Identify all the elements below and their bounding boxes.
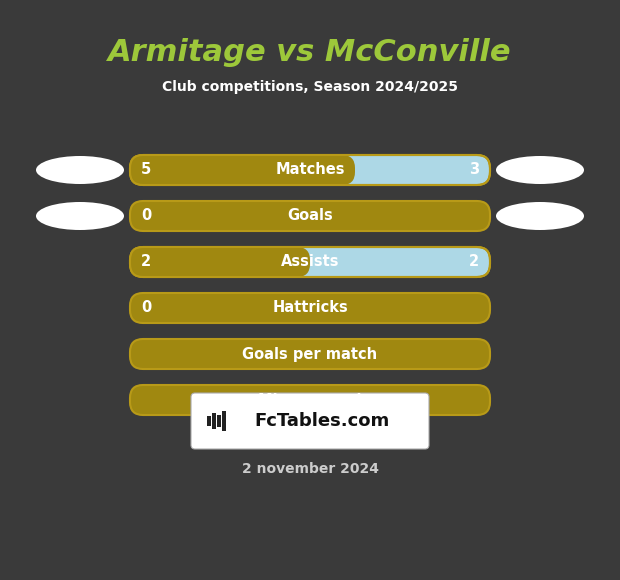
Bar [207, 416, 211, 426]
FancyBboxPatch shape [130, 155, 355, 185]
FancyBboxPatch shape [130, 155, 490, 185]
Text: Club competitions, Season 2024/2025: Club competitions, Season 2024/2025 [162, 80, 458, 94]
Ellipse shape [36, 156, 124, 184]
Text: 3: 3 [469, 162, 479, 177]
Ellipse shape [496, 202, 584, 230]
Text: 0: 0 [141, 300, 151, 316]
FancyBboxPatch shape [130, 385, 490, 415]
Text: Armitage vs McConville: Armitage vs McConville [108, 38, 511, 67]
Ellipse shape [496, 156, 584, 184]
Text: Hattricks: Hattricks [272, 300, 348, 316]
Text: 0: 0 [141, 208, 151, 223]
FancyBboxPatch shape [130, 293, 490, 323]
Bar [212, 413, 216, 429]
Text: 2: 2 [141, 255, 151, 270]
Text: Goals: Goals [287, 208, 333, 223]
FancyBboxPatch shape [191, 393, 429, 449]
Ellipse shape [36, 202, 124, 230]
Text: 2: 2 [469, 255, 479, 270]
FancyBboxPatch shape [130, 247, 310, 277]
Text: FcTables.com: FcTables.com [254, 412, 389, 430]
Text: Goals per match: Goals per match [242, 346, 378, 361]
Text: 5: 5 [141, 162, 151, 177]
FancyBboxPatch shape [130, 247, 490, 277]
Text: Matches: Matches [275, 162, 345, 177]
Text: Min per goal: Min per goal [259, 393, 361, 408]
FancyBboxPatch shape [130, 339, 490, 369]
Text: Assists: Assists [281, 255, 339, 270]
Text: 2 november 2024: 2 november 2024 [242, 462, 378, 476]
Bar [222, 411, 226, 431]
FancyBboxPatch shape [130, 201, 490, 231]
Bar [217, 415, 221, 427]
